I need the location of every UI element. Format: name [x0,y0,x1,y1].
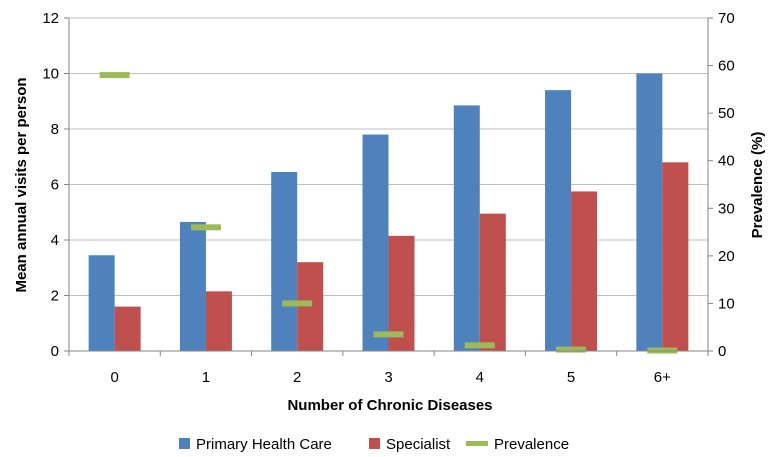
y2-tick-label: 30 [718,200,735,217]
y2-tick-label: 0 [718,343,726,360]
x-tick-label: 1 [202,369,210,386]
y2-tick-label: 60 [718,58,735,75]
legend-label-prevalence: Prevalence [494,436,569,453]
y-tick-label: 6 [51,177,59,194]
bar-primary-health-care [88,255,115,351]
bar-specialist [114,306,141,351]
bar-primary-health-care [362,134,389,351]
prevalence-marker [282,300,313,307]
x-tick-label: 0 [110,369,118,386]
legend-item-primary-health-care: Primary Health Care [179,436,332,453]
y2-tick-label: 50 [718,105,735,122]
bar-specialist [662,162,689,351]
y-tick-label: 4 [51,232,59,249]
y2-tick-label: 40 [718,153,735,170]
bar-primary-health-care [636,73,663,351]
axes [64,17,713,356]
legend-label-primary-health-care: Primary Health Care [196,436,332,453]
prevalence-marker [99,72,130,79]
y-tick-label: 2 [51,288,59,305]
x-axis-ticks: 0 1 2 3 4 5 6+ [110,369,671,386]
right-axis-ticks: 0 10 20 30 40 50 60 70 [718,10,735,360]
y2-tick-label: 10 [718,295,735,312]
x-tick-label: 2 [293,369,301,386]
y-tick-label: 0 [51,343,59,360]
y2-tick-label: 20 [718,248,735,265]
bar-specialist [479,213,506,351]
bars [88,73,689,352]
y-tick-label: 8 [51,121,59,138]
prevalence-marker [556,346,587,353]
legend-label-specialist: Specialist [386,436,451,453]
bar-specialist [297,262,324,351]
prevalence-marker [190,224,221,231]
x-tick-label: 3 [384,369,392,386]
prevalence-marker [464,342,495,349]
legend-swatch-primary-health-care [179,438,190,449]
bar-primary-health-care [179,221,206,351]
bar-primary-health-care [545,90,572,352]
y-tick-label: 10 [42,66,59,83]
bar-primary-health-care [271,172,298,351]
x-tick-label: 4 [476,369,484,386]
legend-item-specialist: Specialist [369,436,451,453]
y-tick-label: 12 [42,10,59,27]
left-axis-ticks: 0 2 4 6 8 10 12 [42,10,59,360]
legend-swatch-prevalence [466,441,488,446]
legend-swatch-specialist [369,438,380,449]
x-axis-title: Number of Chronic Diseases [287,397,492,414]
x-tick-label: 6+ [654,369,671,386]
x-tick-label: 5 [567,369,575,386]
bar-specialist [571,191,598,351]
y-axis-title: Mean annual visits per person [13,77,30,292]
prevalence-marker [373,331,404,338]
legend: Primary Health Care Specialist Prevalenc… [179,436,569,453]
bar-specialist [205,291,232,351]
legend-item-prevalence: Prevalence [466,436,569,453]
bar-primary-health-care [453,105,480,351]
y2-axis-title: Prevalence (%) [749,132,766,239]
y2-tick-label: 70 [718,10,735,27]
